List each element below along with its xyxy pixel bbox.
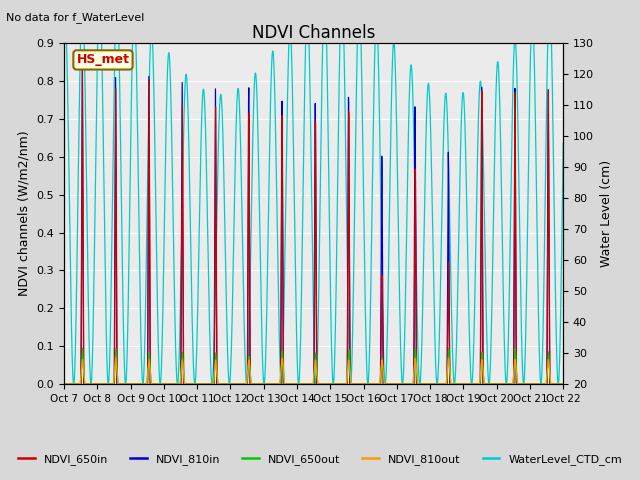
Text: HS_met: HS_met bbox=[77, 53, 129, 66]
Legend: NDVI_650in, NDVI_810in, NDVI_650out, NDVI_810out, WaterLevel_CTD_cm: NDVI_650in, NDVI_810in, NDVI_650out, NDV… bbox=[13, 450, 627, 469]
Y-axis label: Water Level (cm): Water Level (cm) bbox=[600, 160, 612, 267]
Text: No data for f_WaterLevel: No data for f_WaterLevel bbox=[6, 12, 145, 23]
Title: NDVI Channels: NDVI Channels bbox=[252, 24, 375, 42]
Y-axis label: NDVI channels (W/m2/nm): NDVI channels (W/m2/nm) bbox=[18, 131, 31, 297]
